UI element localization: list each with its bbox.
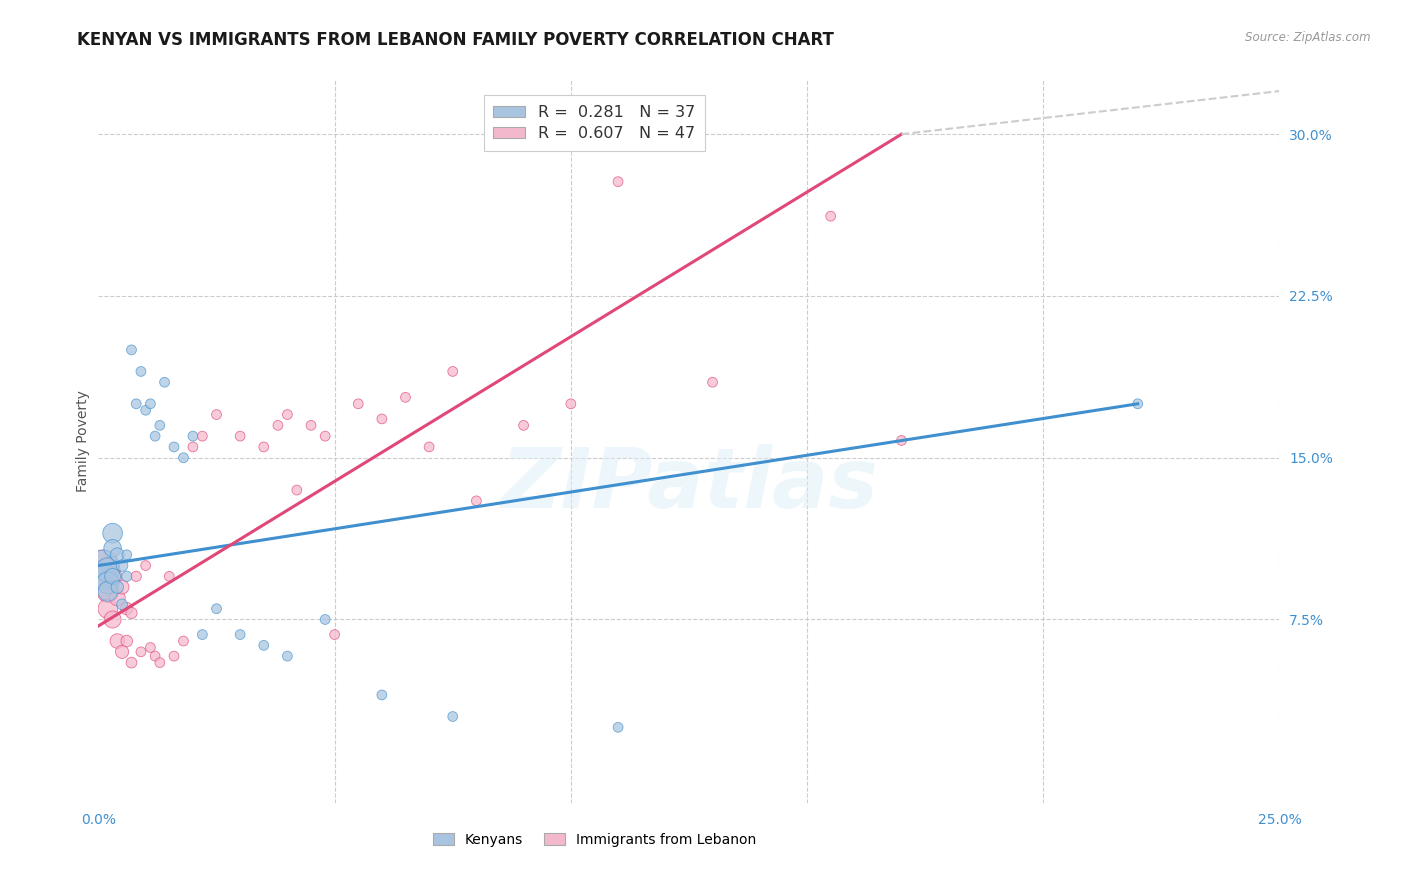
Point: [91, 558, 114, 573]
Point: [101, 612, 124, 626]
Point: [97, 563, 120, 577]
Point: [314, 612, 336, 626]
Point: [115, 569, 138, 583]
Point: [97, 575, 120, 590]
Point: [371, 688, 394, 702]
Point: [607, 175, 630, 189]
Point: [153, 376, 176, 390]
Point: [125, 397, 148, 411]
Point: [181, 440, 204, 454]
Point: [205, 408, 228, 422]
Point: [143, 429, 166, 443]
Point: [121, 606, 143, 620]
Point: [101, 569, 124, 583]
Point: [512, 418, 534, 433]
Point: [129, 364, 152, 378]
Point: [323, 627, 346, 641]
Point: [441, 364, 464, 378]
Point: [229, 627, 252, 641]
Point: [205, 601, 228, 615]
Point: [607, 720, 630, 734]
Point: [115, 601, 138, 615]
Point: [253, 638, 276, 652]
Point: [97, 584, 120, 599]
Point: [276, 649, 298, 664]
Text: KENYAN VS IMMIGRANTS FROM LEBANON FAMILY POVERTY CORRELATION CHART: KENYAN VS IMMIGRANTS FROM LEBANON FAMILY…: [77, 31, 834, 49]
Point: [135, 403, 157, 417]
Point: [97, 601, 120, 615]
Text: ZIPatlas: ZIPatlas: [501, 444, 877, 525]
Point: [115, 548, 138, 562]
Point: [105, 591, 128, 605]
Point: [890, 434, 912, 448]
Point: [418, 440, 440, 454]
Point: [125, 569, 148, 583]
Point: [111, 645, 134, 659]
Point: [101, 569, 124, 583]
Point: [139, 397, 162, 411]
Point: [465, 493, 488, 508]
Point: [129, 645, 152, 659]
Point: [229, 429, 252, 443]
Point: [101, 526, 124, 541]
Point: [101, 541, 124, 556]
Point: [121, 656, 143, 670]
Point: [191, 429, 214, 443]
Point: [105, 548, 128, 562]
Point: [702, 376, 724, 390]
Point: [91, 558, 114, 573]
Point: [111, 580, 134, 594]
Point: [299, 418, 322, 433]
Point: [181, 429, 204, 443]
Point: [1126, 397, 1149, 411]
Legend: Kenyans, Immigrants from Lebanon: Kenyans, Immigrants from Lebanon: [426, 826, 763, 854]
Point: [394, 390, 416, 404]
Point: [441, 709, 464, 723]
Point: [135, 558, 157, 573]
Point: [97, 563, 120, 577]
Point: [157, 569, 180, 583]
Point: [143, 649, 166, 664]
Text: Source: ZipAtlas.com: Source: ZipAtlas.com: [1246, 31, 1371, 45]
Point: [253, 440, 276, 454]
Point: [820, 209, 842, 223]
Point: [105, 580, 128, 594]
Point: [121, 343, 143, 357]
Point: [111, 598, 134, 612]
Point: [285, 483, 308, 497]
Point: [91, 569, 114, 583]
Point: [314, 429, 336, 443]
Point: [172, 634, 194, 648]
Point: [163, 440, 186, 454]
Point: [97, 584, 120, 599]
Point: [276, 408, 298, 422]
Point: [347, 397, 370, 411]
Point: [149, 418, 172, 433]
Point: [560, 397, 582, 411]
Point: [371, 412, 394, 426]
Point: [191, 627, 214, 641]
Point: [105, 634, 128, 648]
Y-axis label: Family Poverty: Family Poverty: [76, 391, 90, 492]
Point: [91, 575, 114, 590]
Point: [115, 634, 138, 648]
Point: [149, 656, 172, 670]
Point: [172, 450, 194, 465]
Point: [139, 640, 162, 655]
Point: [267, 418, 290, 433]
Point: [111, 558, 134, 573]
Point: [163, 649, 186, 664]
